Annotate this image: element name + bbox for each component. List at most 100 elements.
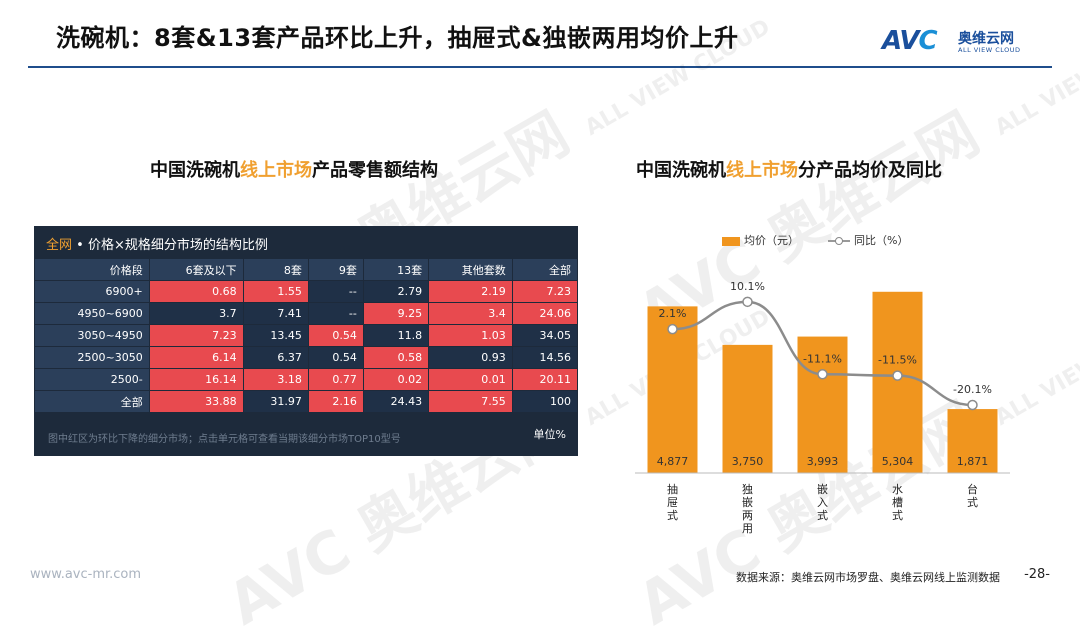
table-row-header: 2500- [34, 368, 150, 391]
page-title: 洗碗机：8套&13套产品环比上升，抽屉式&独嵌两用均价上升 [56, 24, 739, 52]
legend-bar-swatch [722, 236, 740, 246]
table-cell[interactable]: 0.93 [428, 346, 513, 369]
table-cell[interactable]: 16.14 [148, 368, 244, 391]
table-cell[interactable]: 0.02 [362, 368, 430, 391]
table-header-title: 全网 • 价格×规格细分市场的结构比例 [46, 238, 268, 253]
table-column-header: 其他套数 [428, 258, 513, 281]
table-cell[interactable]: 1.55 [242, 280, 309, 303]
yoy-value-label: -11.1% [803, 352, 842, 365]
legend-line-swatch [828, 237, 850, 245]
table-cell[interactable]: 0.54 [307, 324, 364, 347]
table-cell[interactable]: 9.25 [362, 302, 430, 325]
table-row: 3050~4950 7.23 13.45 0.54 11.8 1.03 34.05 [34, 324, 579, 347]
right-subtitle: 中国洗碗机线上市场分产品均价及同比 [636, 160, 942, 181]
table-row-header: 全部 [34, 390, 150, 413]
bar-value-label: 5,304 [882, 455, 914, 468]
table-cell[interactable]: 6.37 [242, 346, 309, 369]
table-cell[interactable]: 24.06 [511, 302, 579, 325]
table-cell[interactable]: 31.97 [242, 390, 309, 413]
table-row-header: 3050~4950 [34, 324, 150, 347]
table-row-header: 6900+ [34, 280, 150, 303]
bar-value-label: 3,993 [807, 455, 839, 468]
table-column-header: 价格段 [34, 258, 150, 281]
left-subtitle: 中国洗碗机线上市场产品零售额结构 [150, 160, 438, 181]
table-cell[interactable]: 6.14 [148, 346, 244, 369]
page-number: -28- [1024, 567, 1050, 582]
table-row-header: 2500~3050 [34, 346, 150, 369]
logo-mark: AVC [882, 26, 938, 56]
footer-source: 数据来源：奥维云网市场罗盘、奥维云网线上监测数据 [736, 571, 1000, 584]
table-column-header: 9套 [307, 258, 364, 281]
yoy-value-label: -11.5% [878, 354, 917, 367]
header-divider [28, 66, 1052, 68]
bar [722, 344, 773, 473]
category-label: 独嵌两用 [742, 483, 753, 535]
table-row: 6900+ 0.68 1.55 -- 2.79 2.19 7.23 [34, 280, 579, 303]
table-cell[interactable]: 7.23 [148, 324, 244, 347]
table-cell[interactable]: 3.7 [148, 302, 244, 325]
bar-value-label: 4,877 [657, 455, 689, 468]
logo-cn-text: 奥维云网 [958, 31, 1014, 47]
table-cell[interactable]: 0.68 [148, 280, 244, 303]
structure-table-panel: 全网 • 价格×规格细分市场的结构比例 价格段 6套及以下 8套 9套 13套 其他套数全… [34, 226, 579, 456]
table-cell[interactable]: 14.56 [511, 346, 579, 369]
table-column-header: 6套及以下 [148, 258, 244, 281]
table-note: 图中红区为环比下降的细分市场；点击单元格可查看当期该细分市场TOP10型号 [48, 434, 401, 445]
category-label: 嵌入式 [817, 483, 828, 522]
table-cell[interactable]: 0.77 [307, 368, 364, 391]
table-column-header: 13套 [362, 258, 430, 281]
bar [797, 336, 848, 473]
table-row: 4950~6900 3.7 7.41 -- 9.25 3.4 24.06 [34, 302, 579, 325]
bar-value-label: 1,871 [957, 455, 989, 468]
yoy-line [672, 300, 973, 407]
table-cell[interactable]: 7.23 [511, 280, 579, 303]
avc-logo: AVC 奥维云网 ALL VIEW CLOUD [882, 26, 1052, 58]
structure-table: 价格段 6套及以下 8套 9套 13套 其他套数 全部 6900+ 0.68 1.55 -- 2.7… [34, 258, 579, 413]
footer-site: www.avc-mr.com [30, 567, 142, 582]
category-label: 抽屉式 [667, 482, 678, 522]
table-row-header: 4950~6900 [34, 302, 150, 325]
yoy-value-label: -20.1% [953, 383, 992, 396]
table-cell[interactable]: 100 [511, 390, 579, 413]
table-column-header: 全部 [511, 258, 579, 281]
table-cell[interactable]: 0.54 [307, 346, 364, 369]
yoy-point [667, 323, 678, 335]
bar [947, 409, 998, 473]
table-cell[interactable]: 7.41 [242, 302, 309, 325]
table-unit: 单位% [533, 428, 566, 441]
logo-en-text: ALL VIEW CLOUD [958, 46, 1021, 54]
table-cell[interactable]: 2.16 [307, 390, 364, 413]
table-cell[interactable]: 20.11 [511, 368, 579, 391]
table-cell[interactable]: 2.79 [362, 280, 430, 303]
legend-bar-label: 均价（元） [744, 234, 799, 247]
table-row: 2500- 16.14 3.18 0.77 0.02 0.01 20.11 [34, 368, 579, 391]
table-cell[interactable]: 3.4 [428, 302, 513, 325]
table-cell[interactable]: 0.58 [362, 346, 430, 369]
table-cell[interactable]: 13.45 [242, 324, 309, 347]
bar-value-label: 3,750 [732, 455, 764, 468]
table-cell[interactable]: 3.18 [242, 368, 309, 391]
table-column-header: 8套 [242, 258, 309, 281]
yoy-value-label: 2.1% [659, 307, 687, 320]
bar [872, 291, 923, 473]
yoy-point [892, 370, 903, 381]
chart-legend: 均价（元） 同比（%） [722, 232, 908, 248]
table-cell[interactable]: 33.88 [148, 390, 244, 413]
yoy-point [742, 296, 753, 308]
table-cell[interactable]: 11.8 [362, 324, 430, 347]
yoy-point [817, 369, 828, 380]
table-cell[interactable]: 24.43 [362, 390, 430, 413]
table-cell[interactable]: 34.05 [511, 324, 579, 347]
table-row: 2500~3050 6.14 6.37 0.54 0.58 0.93 14.56 [34, 346, 579, 369]
yoy-point [967, 399, 978, 411]
table-cell[interactable]: 0.01 [428, 368, 513, 391]
table-cell[interactable]: -- [307, 280, 364, 303]
table-cell[interactable]: -- [307, 302, 364, 325]
table-cell[interactable]: 2.19 [428, 280, 513, 303]
yoy-value-label: 10.1% [730, 280, 765, 293]
legend-line-label: 同比（%） [854, 234, 909, 247]
table-row: 全部 33.88 31.97 2.16 24.43 7.55 100 [34, 390, 579, 413]
category-label: 水槽式 [892, 483, 903, 522]
table-cell[interactable]: 7.55 [428, 390, 513, 413]
table-cell[interactable]: 1.03 [428, 324, 513, 347]
